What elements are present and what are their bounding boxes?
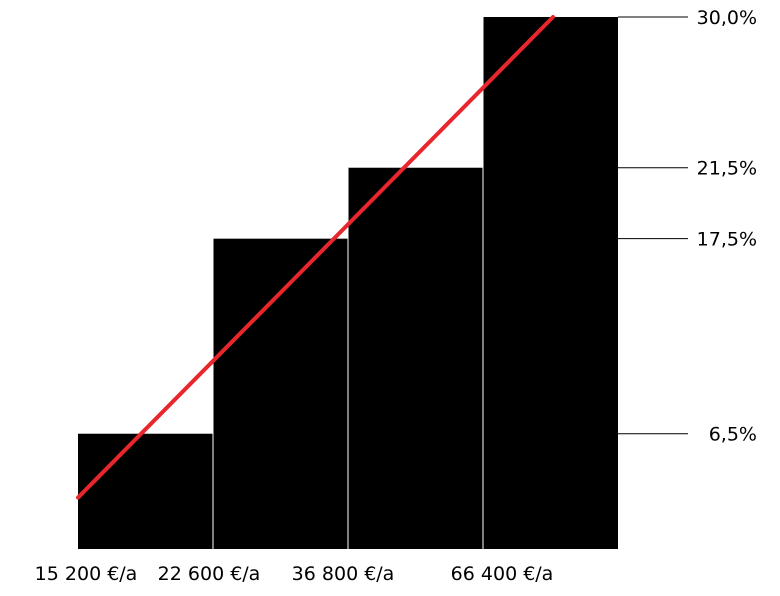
bar-36-800-a: [348, 167, 483, 549]
x-tick-label: 22 600 €/a: [158, 563, 261, 585]
bar-22-600-a: [213, 238, 348, 549]
trend-line: [76, 15, 555, 500]
bars-group: [78, 17, 618, 549]
x-tick-labels: 15 200 €/a 22 600 €/a 36 800 €/a 66 400 €/a: [35, 563, 554, 585]
y-tick-label: 21,5%: [697, 158, 757, 180]
trend-line-group: [76, 15, 555, 500]
tick-lines-group: [212, 16, 688, 549]
x-tick-label: 15 200 €/a: [35, 563, 138, 585]
x-tick-label: 66 400 €/a: [451, 563, 554, 585]
x-tick-label: 36 800 €/a: [292, 563, 395, 585]
y-tick-label: 17,5%: [697, 229, 757, 251]
bar-15-200-a: [78, 433, 213, 549]
y-tick-labels: 6,5% 17,5% 21,5% 30,0%: [697, 7, 757, 446]
bar-66-400-a: [483, 17, 618, 549]
y-tick-label: 6,5%: [709, 424, 757, 446]
y-tick-label: 30,0%: [697, 7, 757, 29]
